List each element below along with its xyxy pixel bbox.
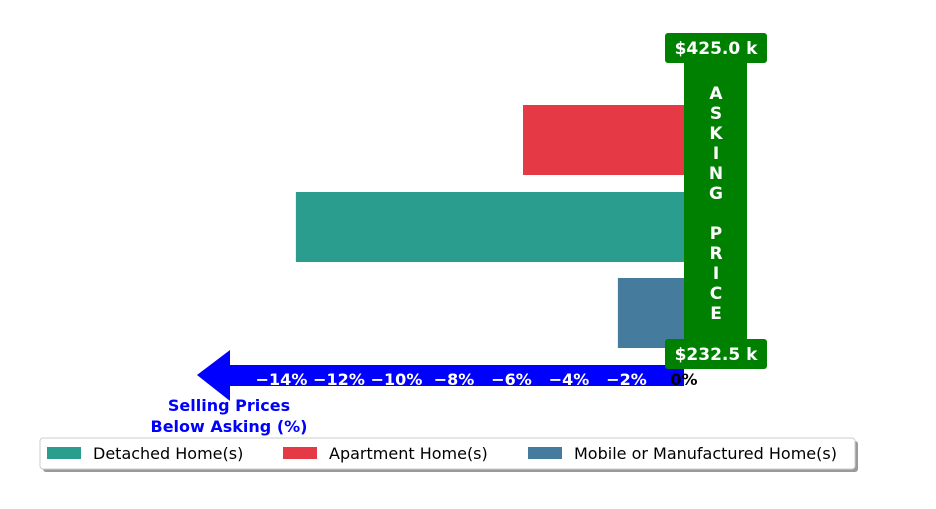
x-tick-label: −4%	[549, 370, 590, 389]
x-tick-label: −6%	[491, 370, 532, 389]
asking-price-letter: N	[709, 164, 723, 184]
asking-price-bottom-box	[665, 339, 767, 369]
axis-arrow	[197, 350, 684, 401]
bar-apartment-home-s	[523, 105, 684, 175]
legend-frame	[39, 437, 856, 470]
x-axis-label-line: Selling Prices	[168, 396, 290, 415]
bars-group	[295, 105, 684, 348]
asking-price-letter: G	[709, 184, 723, 204]
asking-price-letter: P	[710, 224, 722, 244]
bar-mobile-or-manufactured-home-s	[617, 278, 684, 348]
x-axis-label-line: Below Asking (%)	[151, 417, 308, 436]
x-tick-labels: −14% −12% −10% −8% −6% −4% −2% 0%	[256, 370, 698, 389]
legend-swatch	[47, 447, 81, 459]
asking-price-top-box	[665, 33, 767, 63]
legend-swatch	[528, 447, 562, 459]
asking-price-letter: C	[710, 284, 722, 304]
asking-price-letter: R	[709, 244, 722, 264]
legend-label: Apartment Home(s)	[329, 444, 488, 463]
x-tick-label: −2%	[606, 370, 647, 389]
asking-price-top-value: $425.0 k	[675, 39, 759, 59]
bar-detached-home-s	[295, 192, 684, 262]
x-axis: −14% −12% −10% −8% −6% −4% −2% 0%	[197, 350, 698, 401]
asking-price-bar	[684, 62, 747, 352]
x-tick-label: 0%	[670, 370, 697, 389]
asking-price-letter: E	[710, 304, 722, 324]
x-tick-label: −12%	[313, 370, 365, 389]
asking-price-letter: A	[709, 84, 723, 104]
legend: Detached Home(s) Apartment Home(s) Mobile …	[39, 437, 858, 472]
x-axis-label: Selling Prices Below Asking (%)	[151, 396, 308, 436]
asking-price-letter: I	[713, 264, 719, 284]
asking-price-letter: S	[710, 104, 722, 124]
legend-swatch	[283, 447, 317, 459]
asking-price-letter: K	[709, 124, 723, 144]
asking-price-bottom-value: $232.5 k	[675, 345, 759, 365]
x-tick-label: −8%	[434, 370, 475, 389]
asking-price-letter: I	[713, 144, 719, 164]
legend-label: Mobile or Manufactured Home(s)	[574, 444, 837, 463]
x-tick-label: −14%	[256, 370, 308, 389]
legend-label: Detached Home(s)	[93, 444, 243, 463]
legend-items: Detached Home(s) Apartment Home(s) Mobile …	[47, 444, 837, 463]
x-tick-label: −10%	[371, 370, 423, 389]
